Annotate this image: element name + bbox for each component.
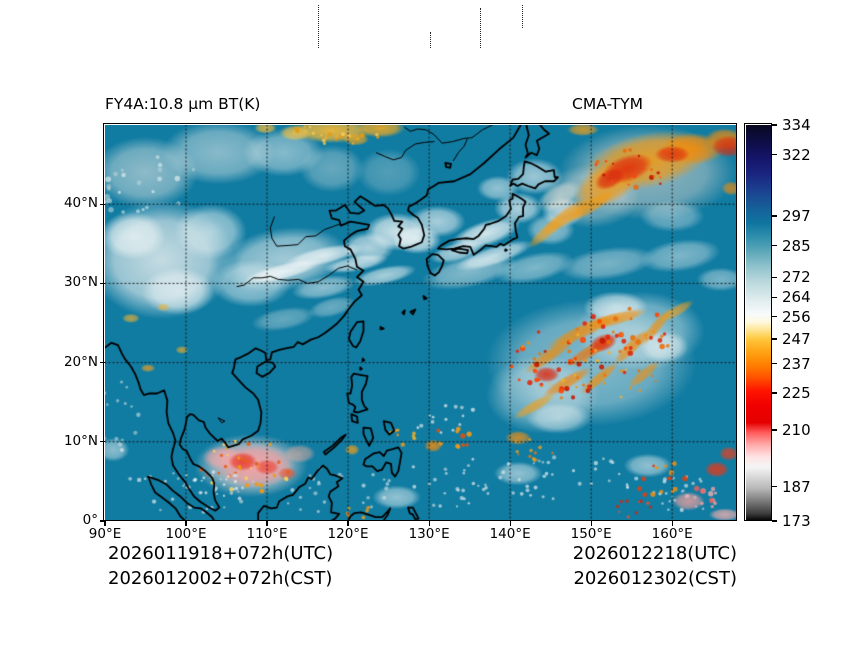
colorbar-tick-mark	[772, 338, 777, 340]
colorbar-tick-label: 272	[782, 268, 811, 287]
colorbar-tick-mark	[772, 244, 777, 247]
colorbar-tick-label: 225	[782, 384, 811, 403]
x-tick-label: 160°E	[651, 526, 693, 542]
valid-time-cst: 2026012302(CST)	[573, 568, 737, 589]
colorbar-gradient	[746, 125, 772, 521]
y-tick-mark	[99, 282, 105, 284]
stray-gridline-mark	[480, 8, 481, 48]
colorbar-tick-mark	[772, 153, 777, 156]
x-tick-mark	[509, 521, 511, 526]
y-tick-label: 10°N	[63, 432, 98, 449]
colorbar-tick-label: 285	[782, 236, 811, 255]
colorbar-tick-mark	[772, 429, 777, 431]
stray-gridline-mark	[318, 5, 319, 48]
colorbar-tick-mark	[772, 276, 777, 279]
x-tick-mark	[347, 521, 349, 526]
colorbar-tick-mark	[772, 316, 777, 318]
colorbar-tick-label: 297	[782, 207, 811, 225]
colorbar-tick-label: 237	[782, 354, 811, 373]
x-tick-label: 100°E	[165, 526, 207, 542]
x-tick-label: 90°E	[88, 526, 122, 542]
forecast-init-time-utc: 2026011918+072h(UTC)	[108, 543, 334, 564]
bt-field-map	[105, 125, 737, 521]
y-tick-label: 40°N	[63, 195, 98, 212]
x-tick-mark	[266, 521, 268, 526]
colorbar-tick-label: 322	[782, 145, 811, 164]
y-tick-label: 30°N	[63, 274, 98, 291]
colorbar-tick-mark	[772, 362, 777, 365]
y-tick-mark	[99, 520, 105, 522]
x-tick-label: 150°E	[570, 526, 612, 542]
valid-time-utc: 2026012218(UTC)	[572, 543, 737, 564]
x-tick-mark	[428, 521, 430, 526]
y-tick-label: 20°N	[63, 353, 98, 370]
colorbar-tick-label: 173	[782, 512, 811, 530]
colorbar-tick-mark	[772, 296, 777, 298]
colorbar-tick-mark	[772, 485, 777, 488]
x-tick-label: 110°E	[246, 526, 288, 542]
x-tick-mark	[671, 521, 673, 526]
colorbar-tick-mark	[772, 520, 777, 522]
colorbar-tick-mark	[772, 124, 777, 126]
colorbar-tick-mark	[772, 215, 777, 217]
stray-gridline-mark	[430, 32, 431, 48]
colorbar-tick-label: 247	[782, 329, 811, 348]
y-tick-mark	[99, 441, 105, 443]
y-tick-mark	[99, 203, 105, 205]
x-tick-label: 140°E	[489, 526, 531, 542]
colorbar-tick-label: 187	[782, 477, 811, 496]
forecast-init-time-cst: 2026012002+072h(CST)	[108, 568, 333, 589]
colorbar-tick-label: 264	[782, 288, 811, 307]
colorbar-tick-mark	[772, 392, 777, 394]
plot-title-left: FY4A:10.8 μm BT(K)	[105, 95, 261, 113]
colorbar-tick-label: 256	[782, 307, 811, 326]
colorbar-tick-label: 334	[782, 116, 811, 134]
model-title: CMA-TYM	[572, 95, 643, 113]
colorbar-tick-label: 210	[782, 420, 811, 439]
y-tick-mark	[99, 362, 105, 364]
y-tick-label: 0°	[82, 512, 98, 528]
x-tick-mark	[104, 521, 106, 526]
x-tick-mark	[185, 521, 187, 526]
x-tick-label: 130°E	[408, 526, 450, 542]
stray-gridline-mark	[522, 5, 523, 28]
x-tick-label: 120°E	[327, 526, 369, 542]
x-tick-mark	[590, 521, 592, 526]
